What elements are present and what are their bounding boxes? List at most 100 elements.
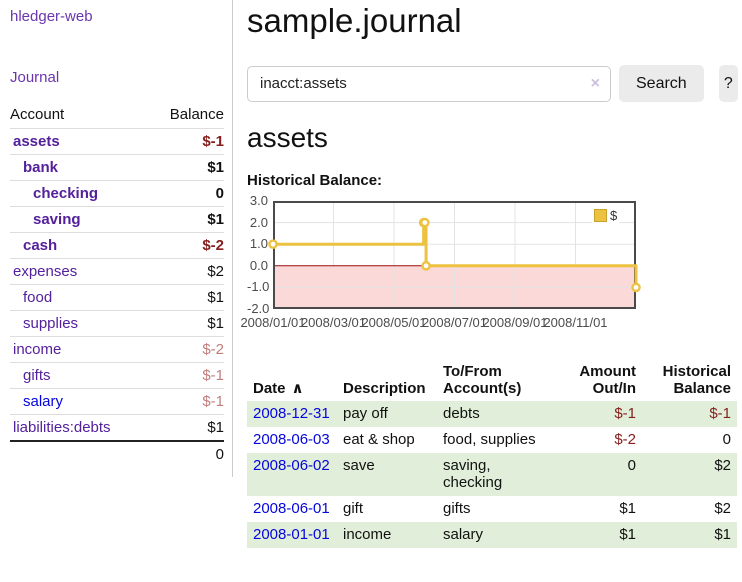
transaction-balance: $2 xyxy=(714,457,731,474)
account-balance: $2 xyxy=(149,258,224,285)
x-tick-label: 2008/03/01 xyxy=(300,315,367,330)
y-tick-label: 3.0 xyxy=(249,193,268,208)
y-tick-label: -2.0 xyxy=(247,301,270,316)
account-row: cash $-2 xyxy=(10,232,224,259)
transaction-amount: 0 xyxy=(627,457,636,474)
chart-legend: $ xyxy=(592,207,620,224)
account-link[interactable]: income xyxy=(13,341,62,358)
account-link[interactable]: supplies xyxy=(23,315,79,332)
register-header-row: Date ∧ Description To/From Account(s) Amo… xyxy=(247,361,737,401)
y-tick-label: 2.0 xyxy=(249,214,268,230)
transaction-description: pay off xyxy=(343,405,388,422)
transaction-date-link[interactable]: 2008-06-01 xyxy=(253,500,330,517)
search-button[interactable]: Search xyxy=(619,65,704,102)
transaction-accounts: salary xyxy=(443,526,484,543)
account-link[interactable]: saving xyxy=(33,211,81,228)
account-row: expenses $2 xyxy=(10,258,224,285)
legend-swatch xyxy=(594,209,607,222)
y-tick-label: -1.0 xyxy=(247,279,270,295)
register-header-description: Description xyxy=(343,380,426,397)
account-link[interactable]: gifts xyxy=(23,367,51,384)
table-row: 2008-06-03 eat & shop food, supplies $-2 0 xyxy=(247,427,737,453)
account-balance: 0 xyxy=(149,180,224,207)
transaction-description: income xyxy=(343,526,392,543)
register-header-accounts: To/From Account(s) xyxy=(443,363,522,397)
account-balance: $1 xyxy=(149,154,224,181)
chart-plot xyxy=(268,201,641,309)
account-row: income $-2 xyxy=(10,336,224,363)
accounts-header-balance: Balance xyxy=(169,106,224,123)
register-rows: 2008-12-31 pay off debts $-1 $-1 2008-06-03 ea… xyxy=(247,401,737,548)
accounts-header-account: Account xyxy=(10,106,65,123)
clear-search-icon[interactable]: × xyxy=(590,74,600,92)
transaction-date-link[interactable]: 2008-12-31 xyxy=(253,405,330,422)
transaction-date: 2008-01-01 xyxy=(247,522,337,548)
transaction-accounts: saving, checking xyxy=(443,457,503,491)
sidebar: hledger-web Journal Account Balance asse… xyxy=(0,0,233,477)
historical-balance-chart: 3.0 2.0 1.0 0.0 -1.0 -2.0 2008/01/01 2008/03/01… xyxy=(240,193,738,333)
account-link[interactable]: salary xyxy=(23,393,64,410)
account-link[interactable]: cash xyxy=(23,237,58,254)
account-row: liabilities:debts $1 xyxy=(10,414,224,441)
help-button[interactable]: ? xyxy=(718,65,738,102)
page-title: sample.journal xyxy=(247,2,462,39)
transaction-date: 2008-12-31 xyxy=(247,401,337,427)
account-row: supplies $1 xyxy=(10,310,224,337)
transaction-accounts: debts xyxy=(443,405,480,422)
account-row: checking 0 xyxy=(10,180,224,207)
table-row: 2008-06-02 save saving, checking 0 $2 xyxy=(247,453,737,496)
account-balance: $1 xyxy=(149,310,224,337)
account-heading: assets xyxy=(247,122,328,153)
register-header-amount: Amount Out/In xyxy=(579,363,636,397)
account-link[interactable]: bank xyxy=(23,159,59,176)
transaction-balance: $-1 xyxy=(709,405,731,422)
search-input-wrap: × xyxy=(247,65,611,102)
app-title[interactable]: hledger-web xyxy=(10,8,93,25)
table-row: 2008-06-01 gift gifts $1 $2 xyxy=(247,496,737,522)
sort-ascending-icon: ∧ xyxy=(291,380,304,397)
sidebar-item-journal[interactable]: Journal xyxy=(10,69,60,86)
account-balance: $-1 xyxy=(149,388,224,415)
accounts-total-row: 0 xyxy=(10,440,224,467)
y-tick-label: 1.0 xyxy=(249,236,268,252)
x-tick-label: 2008/07/01 xyxy=(421,315,488,330)
account-link[interactable]: checking xyxy=(33,185,99,202)
register-header-date[interactable]: Date ∧ xyxy=(253,380,304,397)
account-balance: $1 xyxy=(149,206,224,233)
account-balance: $1 xyxy=(149,414,224,441)
transaction-balance: 0 xyxy=(722,431,731,448)
register-table: Date ∧ Description To/From Account(s) Amo… xyxy=(247,361,737,548)
account-link[interactable]: liabilities:debts xyxy=(13,419,111,436)
account-balance: $1 xyxy=(149,284,224,311)
transaction-accounts: gifts xyxy=(443,500,471,517)
account-row: bank $1 xyxy=(10,154,224,181)
table-row: 2008-01-01 income salary $1 $1 xyxy=(247,522,737,548)
transaction-date-link[interactable]: 2008-06-03 xyxy=(253,431,330,448)
transaction-amount: $1 xyxy=(619,500,636,517)
transaction-date-link[interactable]: 2008-01-01 xyxy=(253,526,330,543)
transaction-accounts: food, supplies xyxy=(443,431,536,448)
account-row: salary $-1 xyxy=(10,388,224,415)
chart-title: Historical Balance: xyxy=(247,172,383,189)
account-row: saving $1 xyxy=(10,206,224,233)
transaction-amount: $-1 xyxy=(614,405,636,422)
transaction-date: 2008-06-03 xyxy=(247,427,337,453)
account-row: gifts $-1 xyxy=(10,362,224,389)
x-tick-label: 2008/01/01 xyxy=(240,315,306,330)
x-tick-label: 2008/11/01 xyxy=(543,315,608,330)
account-link[interactable]: food xyxy=(23,289,53,306)
accounts-total-value: 0 xyxy=(149,440,224,467)
search-input[interactable] xyxy=(247,65,611,102)
transaction-description: eat & shop xyxy=(343,431,415,448)
account-balance: $-2 xyxy=(149,336,224,363)
main-content: sample.journal × Search ? assets Histori… xyxy=(233,0,738,548)
transaction-amount: $-2 xyxy=(614,431,636,448)
account-link[interactable]: expenses xyxy=(13,263,78,280)
transaction-date: 2008-06-02 xyxy=(247,453,337,496)
transaction-description: gift xyxy=(343,500,364,517)
transaction-date: 2008-06-01 xyxy=(247,496,337,522)
x-tick-label: 2008/09/01 xyxy=(482,315,548,330)
transaction-date-link[interactable]: 2008-06-02 xyxy=(253,457,330,474)
transaction-description: save xyxy=(343,457,375,474)
account-link[interactable]: assets xyxy=(13,133,60,150)
